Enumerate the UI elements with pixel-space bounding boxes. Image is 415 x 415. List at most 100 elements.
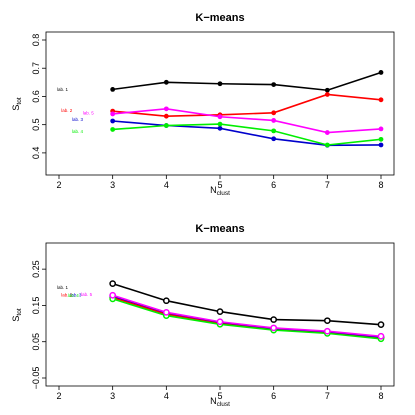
top-y-tick-label: 0.7 [31, 62, 41, 75]
top-series-point-2 [271, 110, 277, 116]
top-series-label-5: lab. 5 [83, 110, 95, 115]
top-y-tick-label: 0.4 [31, 147, 41, 160]
top-y-tick-label: 0.6 [31, 90, 41, 103]
top-series-point-1 [324, 87, 330, 93]
top-series-point-3 [110, 118, 116, 124]
top-series-point-5 [163, 106, 169, 112]
top-series-point-1 [378, 70, 384, 75]
top-series-point-3 [217, 125, 223, 131]
top-y-axis-label: Stot [11, 97, 23, 110]
bottom-y-axis-label-main: S [11, 316, 21, 322]
bottom-series-point-5 [270, 324, 278, 332]
top-series-line-2 [112, 93, 382, 118]
top-x-tick-label: 8 [378, 180, 383, 190]
top-y-axis: 0.4 0.5 0.6 0.7 0.8 [31, 34, 46, 159]
top-series-point-1 [163, 79, 169, 85]
top-series-point-5 [110, 111, 116, 117]
top-x-axis-label-main: N [210, 185, 217, 195]
top-series-point-5 [217, 114, 223, 120]
bottom-series-label-4: lab. 4 [68, 293, 80, 298]
bottom-series-line-1 [112, 282, 382, 326]
bottom-series-point-1 [270, 316, 278, 323]
bottom-x-tick-label: 4 [164, 391, 169, 401]
bottom-x-axis: 2 3 4 5 6 7 8 [56, 386, 384, 401]
top-series-point-4 [271, 128, 277, 134]
top-series-point-1 [217, 81, 223, 87]
top-y-tick-label: 0.8 [31, 34, 41, 47]
bottom-series-line-4 [112, 298, 382, 340]
bottom-chart: K−means 2 3 4 5 6 7 8 −0.05 0.05 0.15 0.25 lab. 1… [11, 223, 395, 408]
bottom-series-label-1: lab. 1 [57, 285, 69, 290]
bottom-x-tick-label: 2 [56, 391, 61, 401]
top-series-point-5 [324, 130, 330, 135]
top-chart: K−means 2 3 4 5 6 7 8 0.4 0.5 0.6 0.7 0.8 lab. 1 la… [11, 12, 395, 197]
bottom-y-axis: −0.05 0.05 0.15 0.25 [31, 260, 46, 389]
top-plot-frame [45, 31, 395, 176]
top-x-tick-label: 6 [271, 180, 276, 190]
bottom-x-axis-label: Nclust [210, 396, 230, 408]
top-series-point-1 [271, 82, 277, 87]
top-series-line-4 [112, 123, 382, 146]
top-x-axis-label-sub: clust [217, 190, 231, 197]
top-series-line-1 [112, 71, 382, 92]
bottom-series-label-3: lab. 3 [70, 292, 82, 297]
top-y-axis-label-main: S [11, 105, 21, 111]
top-series-point-3 [271, 136, 277, 142]
top-x-tick-label: 2 [56, 180, 61, 190]
top-chart-title: K−means [195, 12, 244, 24]
bottom-series-line-3 [112, 295, 382, 338]
bottom-x-tick-label: 6 [271, 391, 276, 401]
bottom-x-tick-label: 8 [378, 391, 383, 401]
top-series-point-4 [110, 127, 116, 132]
bottom-x-tick-label: 5 [217, 391, 222, 401]
bottom-series-point-5 [377, 332, 385, 340]
bottom-y-axis-label: Stot [11, 308, 23, 321]
bottom-series-point-5 [109, 291, 117, 299]
bottom-series-point-1 [323, 317, 331, 325]
bottom-series-point-1 [162, 297, 170, 305]
top-y-tick-label: 0.5 [31, 118, 41, 131]
bottom-x-axis-label-sub: clust [217, 401, 231, 408]
top-series-label-2: lab. 2 [61, 108, 73, 113]
bottom-y-tick-label: 0.05 [31, 333, 41, 351]
top-x-tick-label: 7 [325, 180, 330, 190]
bottom-series-point-5 [162, 308, 170, 316]
top-series-point-1 [110, 86, 116, 92]
bottom-x-tick-label: 3 [110, 391, 115, 401]
bottom-series-point-1 [216, 308, 224, 315]
top-x-tick-label: 5 [217, 180, 222, 190]
top-series-line-5 [112, 108, 382, 134]
bottom-chart-title: K−means [195, 223, 244, 235]
top-series-point-5 [271, 118, 277, 123]
bottom-series-label-2: lab. 2 [61, 292, 73, 297]
bottom-x-axis-label-main: N [210, 396, 217, 406]
top-x-axis-label: Nclust [210, 185, 230, 197]
top-series-point-2 [163, 113, 169, 119]
bottom-series-group [109, 280, 385, 343]
top-y-axis-label-sub: tot [16, 97, 23, 104]
top-series-label-4: lab. 4 [72, 129, 84, 134]
bottom-y-tick-label: 0.25 [31, 260, 41, 278]
bottom-y-tick-label: 0.15 [31, 297, 41, 315]
bottom-y-axis-label-sub: tot [16, 308, 23, 315]
top-series-label-1: lab. 1 [57, 87, 69, 92]
bottom-y-tick-label: −0.05 [31, 367, 41, 390]
top-series-point-4 [378, 136, 384, 142]
top-series-point-2 [378, 97, 384, 103]
bottom-series-point-1 [109, 280, 117, 288]
top-x-tick-label: 3 [110, 180, 115, 190]
top-series-line-3 [112, 120, 382, 147]
top-series-point-4 [163, 123, 169, 128]
bottom-x-tick-label: 7 [325, 391, 330, 401]
bottom-series-line-5 [112, 294, 382, 338]
top-x-tick-label: 4 [164, 180, 169, 190]
top-series-point-4 [324, 142, 330, 148]
top-x-axis: 2 3 4 5 6 7 8 [56, 175, 384, 190]
top-series-point-2 [324, 92, 330, 97]
top-legend-labels: lab. 1 lab. 2 lab. 3 lab. 4 lab. 5 [57, 87, 94, 134]
top-series-point-3 [378, 142, 384, 148]
top-series-point-5 [378, 126, 384, 132]
bottom-series-point-5 [323, 327, 331, 335]
